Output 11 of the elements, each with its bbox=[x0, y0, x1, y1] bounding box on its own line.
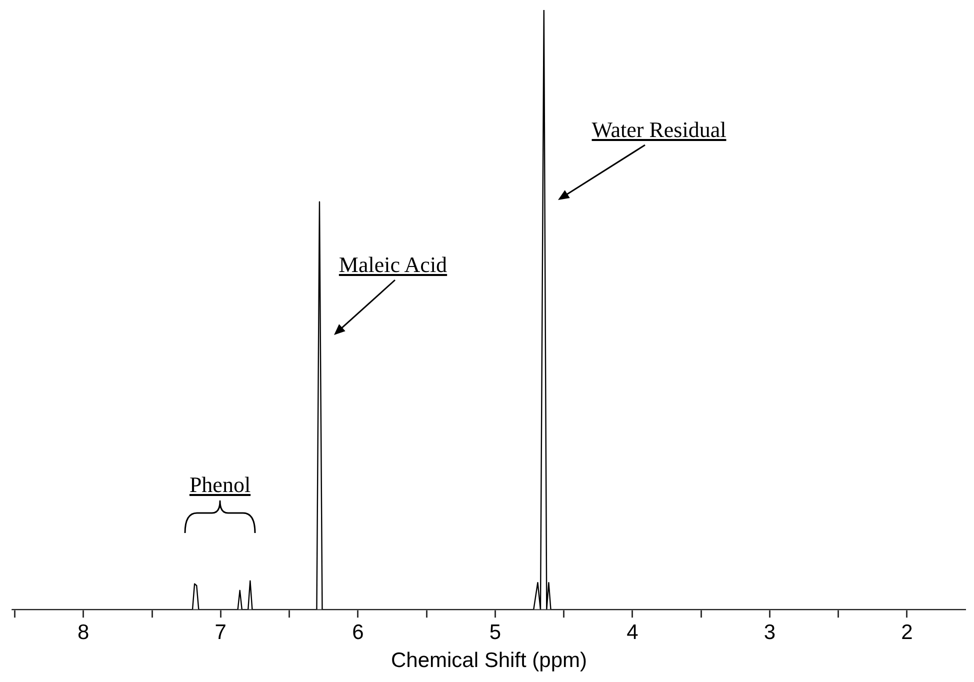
x-tick-label: 7 bbox=[214, 620, 226, 644]
annotation: Water Residual bbox=[590, 117, 728, 143]
x-tick-label: 6 bbox=[352, 620, 364, 644]
x-tick-label: 4 bbox=[626, 620, 639, 644]
x-tick-label: 2 bbox=[901, 620, 913, 644]
x-tick-label: 3 bbox=[764, 620, 776, 644]
annotation: Phenol bbox=[188, 472, 252, 498]
annotation: Maleic Acid bbox=[338, 252, 448, 278]
x-tick-label: 5 bbox=[489, 620, 502, 644]
x-tick-label: 8 bbox=[78, 620, 90, 644]
x-axis-title: Chemical Shift (ppm) bbox=[390, 649, 588, 672]
